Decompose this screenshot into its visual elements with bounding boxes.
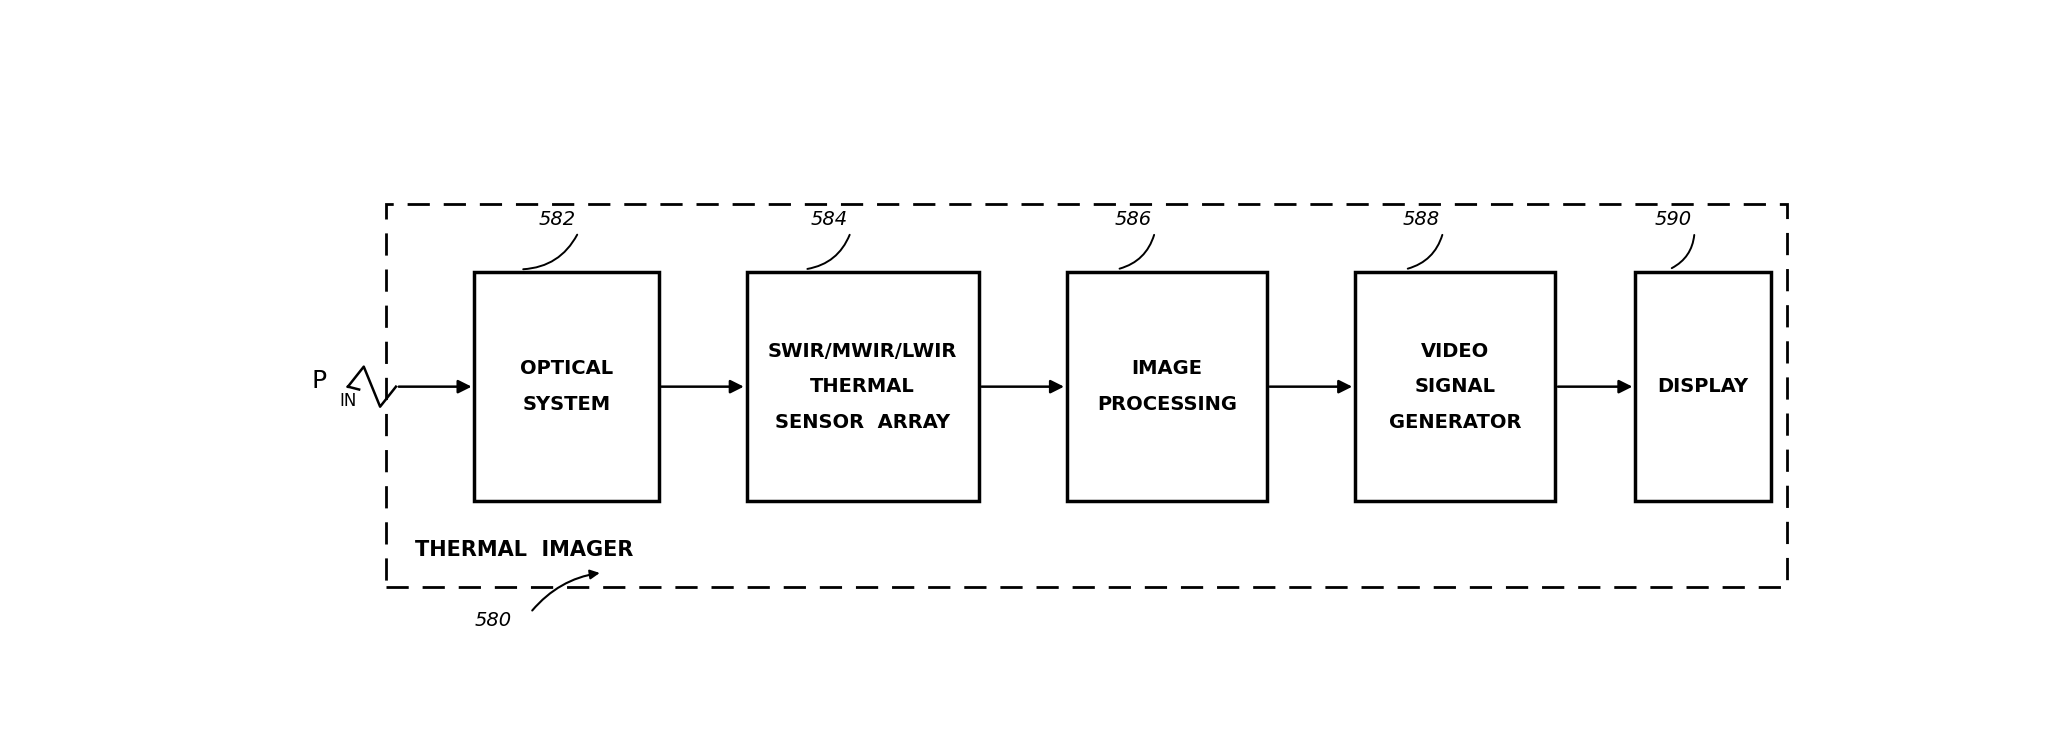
- Text: VIDEO: VIDEO: [1421, 342, 1490, 360]
- Text: IN: IN: [339, 392, 357, 410]
- Text: P: P: [312, 369, 326, 393]
- Text: 588: 588: [1403, 210, 1440, 230]
- Text: SIGNAL: SIGNAL: [1415, 377, 1496, 396]
- Text: THERMAL: THERMAL: [810, 377, 915, 396]
- Text: 590: 590: [1655, 210, 1692, 230]
- Text: 586: 586: [1116, 210, 1153, 230]
- Text: DISPLAY: DISPLAY: [1657, 377, 1748, 396]
- Text: THERMAL  IMAGER: THERMAL IMAGER: [415, 539, 634, 559]
- Text: IMAGE: IMAGE: [1132, 360, 1202, 378]
- Bar: [386, 204, 1787, 587]
- Text: SYSTEM: SYSTEM: [523, 395, 612, 414]
- Text: SENSOR  ARRAY: SENSOR ARRAY: [775, 412, 950, 432]
- Bar: [1066, 272, 1266, 501]
- Text: GENERATOR: GENERATOR: [1388, 412, 1521, 432]
- Text: PROCESSING: PROCESSING: [1097, 395, 1238, 414]
- Bar: [1355, 272, 1556, 501]
- Text: SWIR/MWIR/LWIR: SWIR/MWIR/LWIR: [769, 342, 957, 360]
- Bar: [475, 272, 659, 501]
- Bar: [1636, 272, 1771, 501]
- Text: OPTICAL: OPTICAL: [521, 360, 614, 378]
- Text: 582: 582: [539, 210, 576, 230]
- Text: 580: 580: [475, 611, 512, 630]
- Text: 584: 584: [810, 210, 847, 230]
- Bar: [746, 272, 979, 501]
